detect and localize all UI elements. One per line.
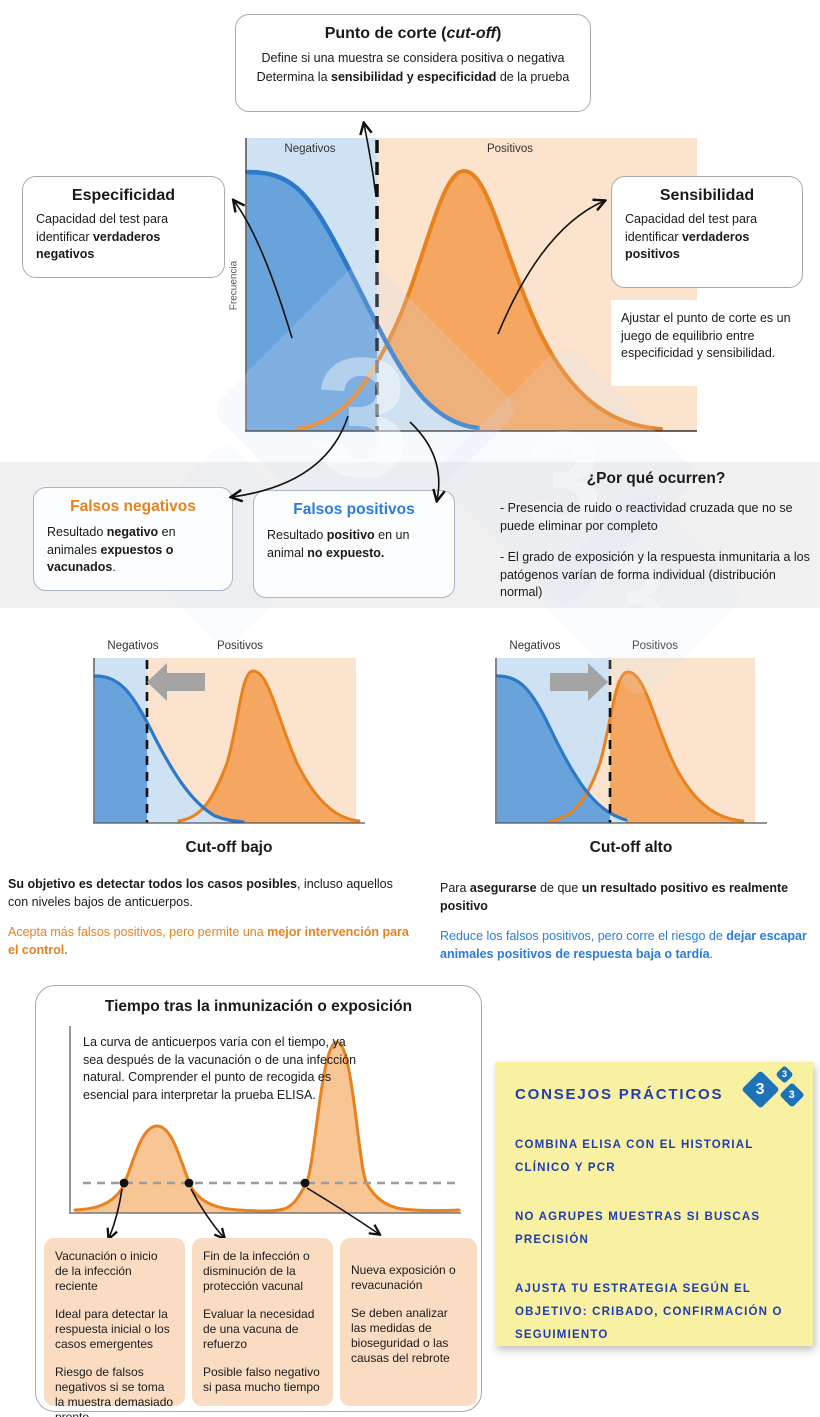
callout1-p3: Riesgo de falsos negativos si se toma la… [55,1365,174,1417]
cutoff-high-paragraph-2: Reduce los falsos positivos, pero corre … [440,929,807,961]
main-chart-positivos-label: Positivos [486,143,534,155]
cutoff-low-chart [93,658,365,824]
connector-arrow-point1 [109,1188,123,1238]
cutoff-low-text: Su objetivo es detectar todos los casos … [8,876,410,959]
positives-curve [295,168,663,431]
sensibilidad-title: Sensibilidad [659,187,755,204]
cutoff-high-text: Para asegurarse de que un resultado posi… [440,880,812,963]
why-bullet-1: - Presencia de ruido o reactividad cruza… [500,501,793,533]
timeline-callout-1: Vacunación o inicio de la infección reci… [44,1238,185,1417]
cutoff-definition-title: Punto de corte (cut-off) [324,25,502,42]
cutoff-low-paragraph-2: Acepta más falsos positivos, pero permit… [8,925,409,957]
arrow-right-icon [550,663,608,701]
logo-diamond-3: 3 [779,1082,805,1108]
cutoff-definition-line2: Determina la sensibilidad y especificida… [256,70,570,85]
high-chart-negativos-label: Negativos [509,640,561,652]
sample-point-3 [300,1178,310,1188]
connector-arrow-point2 [190,1188,224,1238]
false-positives-title: Falsos positivos [293,501,415,518]
connector-arrow-point3 [306,1187,379,1234]
false-positives-box: Falsos positivos Resultado positivo en u… [253,490,455,598]
low-chart-negativos-label: Negativos [107,640,159,652]
callout2-p2: Evaluar la necesidad de una vacuna de re… [203,1307,315,1351]
balance-note: Ajustar el punto de corte es un juego de… [611,300,803,386]
timeline-title: Tiempo tras la inmunización o exposición [104,998,413,1015]
timeline-callout-3: Nueva exposición o revacunación Se deben… [340,1238,477,1406]
antibody-timeline-chart [69,1026,461,1250]
main-chart-y-axis-label: Frecuencia [228,260,240,311]
why-bullet-2: - El grado de exposición y la respuesta … [500,550,810,599]
cutoff-high-chart [495,658,767,824]
callout3-p2: Se deben analizar las medidas de biosegu… [351,1306,450,1365]
false-negatives-box: Falsos negativos Resultado negativo en a… [33,487,233,591]
false-negatives-title: Falsos negativos [70,498,196,515]
especificidad-title: Especificidad [71,187,176,204]
callout2-p3: Posible falso negativo si pasa mucho tie… [203,1365,320,1394]
callout3-p1: Nueva exposición o revacunación [351,1263,456,1292]
why-section: ¿Por qué ocurren? - Presencia de ruido o… [500,470,812,602]
practical-tips-title: CONSEJOS PRÁCTICOS [515,1086,724,1103]
cutoff-definition-box: Punto de corte (cut-off) Define si una m… [235,14,591,112]
main-chart-negativos-label: Negativos [284,143,336,155]
sample-point-1 [119,1178,129,1188]
arrow-left-icon [147,663,205,701]
sensibilidad-box: Sensibilidad Capacidad del test para ide… [611,176,803,288]
cutoff-low-caption: Cut-off bajo [185,839,273,856]
callout2-p1: Fin de la infección o disminución de la … [203,1249,310,1293]
cutoff-high-caption: Cut-off alto [589,839,673,856]
why-title: ¿Por qué ocurren? [586,470,726,487]
cutoff-high-paragraph-1: Para asegurarse de que un resultado posi… [440,881,789,913]
callout1-p1: Vacunación o inicio de la infección reci… [55,1249,158,1293]
timeline-description: La curva de anticuerpos varía con el tie… [83,1035,357,1102]
low-chart-positivos-label: Positivos [216,640,264,652]
logo-diamond-1: 3 [741,1070,780,1109]
timeline-callout-2: Fin de la infección o disminución de la … [192,1238,333,1406]
tip-3: AJUSTA TU ESTRATEGIA SEGÚN EL OBJETIVO: … [515,1283,783,1341]
timeline-box: Tiempo tras la inmunización o exposición… [35,985,482,1417]
false-positives-body: Resultado positivo en un animal no expue… [267,528,410,560]
practical-tips-note: CONSEJOS PRÁCTICOS 3 3 3 COMBINA ELISA C… [495,1062,813,1346]
tip-2: NO AGRUPES MUESTRAS SI BUSCAS PRECISIÓN [515,1211,761,1246]
especificidad-box: Especificidad Capacidad del test para id… [22,176,225,278]
high-chart-positivos-label: Positivos [631,640,679,652]
negatives-curve [245,169,481,431]
especificidad-body: Capacidad del test para identificar verd… [36,212,169,261]
cutoff-low-paragraph-1: Su objetivo es detectar todos los casos … [8,877,393,909]
callout1-p2: Ideal para detectar la respuesta inicial… [55,1307,170,1351]
sample-point-2 [184,1178,194,1188]
logo-diamond-2: 3 [775,1065,794,1084]
sensibilidad-body: Capacidad del test para identificar verd… [625,212,758,261]
false-negatives-body: Resultado negativo en animales expuestos… [47,525,176,574]
tip-1: COMBINA ELISA CON EL HISTORIAL CLÍNICO Y… [515,1139,754,1174]
cutoff-definition-line1: Define si una muestra se considera posit… [261,51,565,65]
